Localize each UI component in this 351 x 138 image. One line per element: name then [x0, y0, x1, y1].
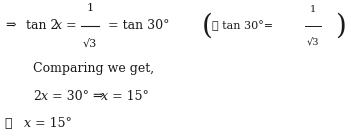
Text: x: x [41, 90, 48, 103]
Text: √3: √3 [307, 37, 319, 47]
Text: ∴: ∴ [5, 117, 12, 130]
Text: tan 2: tan 2 [26, 19, 58, 32]
Text: (: ( [201, 12, 212, 39]
Text: x: x [24, 117, 31, 130]
Text: Comparing we get,: Comparing we get, [33, 63, 154, 75]
Text: = tan 30°: = tan 30° [104, 19, 170, 32]
Text: = 15°: = 15° [31, 117, 72, 130]
Text: ⇒: ⇒ [5, 19, 15, 32]
Text: 1: 1 [310, 5, 316, 14]
Text: x: x [101, 90, 108, 103]
Text: x: x [55, 19, 62, 32]
Text: √3: √3 [83, 38, 97, 48]
Text: ∵ tan 30°=: ∵ tan 30°= [212, 20, 273, 31]
Text: = 15°: = 15° [108, 90, 148, 103]
Text: = 30° ⇒: = 30° ⇒ [48, 90, 108, 103]
Text: ): ) [335, 12, 346, 39]
Text: 2: 2 [33, 90, 41, 103]
Text: =: = [62, 19, 77, 32]
Text: 1: 1 [87, 3, 94, 13]
